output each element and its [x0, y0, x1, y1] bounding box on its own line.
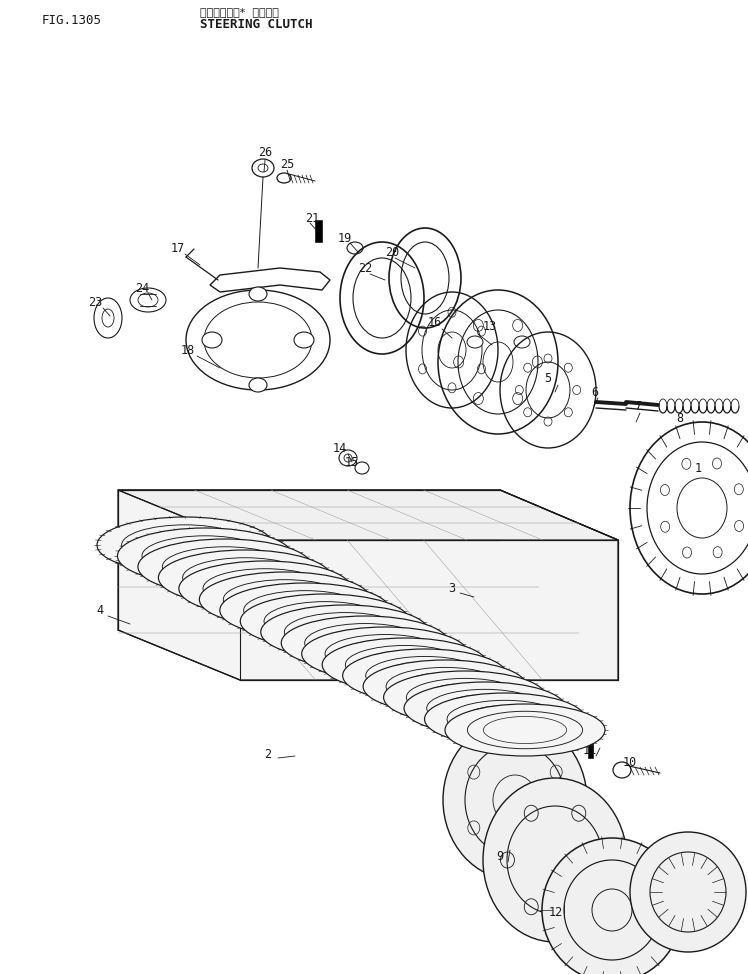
- Ellipse shape: [252, 159, 274, 177]
- Text: 13: 13: [483, 320, 497, 333]
- Ellipse shape: [404, 682, 566, 734]
- Text: 24: 24: [135, 281, 149, 294]
- Text: 14: 14: [333, 441, 347, 455]
- Text: 4: 4: [96, 604, 103, 617]
- Text: 25: 25: [280, 159, 294, 171]
- Ellipse shape: [467, 336, 483, 348]
- Ellipse shape: [202, 332, 222, 348]
- Ellipse shape: [301, 627, 468, 681]
- Ellipse shape: [97, 517, 273, 573]
- Text: 7: 7: [634, 400, 642, 414]
- Ellipse shape: [261, 605, 429, 659]
- Ellipse shape: [277, 173, 291, 183]
- Ellipse shape: [322, 638, 488, 692]
- Text: 15: 15: [345, 456, 359, 468]
- Ellipse shape: [343, 649, 507, 702]
- Text: 11: 11: [583, 743, 597, 757]
- Ellipse shape: [443, 720, 587, 880]
- Ellipse shape: [630, 832, 746, 952]
- Ellipse shape: [249, 378, 267, 392]
- Text: 10: 10: [623, 756, 637, 768]
- Text: 2: 2: [265, 747, 272, 761]
- Text: 9: 9: [497, 849, 503, 863]
- Ellipse shape: [339, 450, 357, 466]
- Text: STEERING CLUTCH: STEERING CLUTCH: [200, 18, 313, 31]
- Text: 17: 17: [171, 242, 185, 254]
- Ellipse shape: [445, 704, 605, 756]
- Text: 1: 1: [694, 462, 702, 474]
- Ellipse shape: [294, 332, 314, 348]
- Ellipse shape: [138, 539, 312, 594]
- Text: 20: 20: [385, 245, 399, 258]
- Text: 6: 6: [592, 386, 598, 398]
- Ellipse shape: [355, 462, 369, 474]
- Text: 8: 8: [676, 411, 684, 425]
- Text: 22: 22: [358, 261, 372, 275]
- Ellipse shape: [425, 693, 586, 745]
- Ellipse shape: [159, 550, 331, 605]
- Ellipse shape: [281, 616, 449, 670]
- Text: 18: 18: [181, 344, 195, 356]
- Ellipse shape: [613, 762, 631, 778]
- Text: FIG.1305: FIG.1305: [42, 14, 102, 27]
- Ellipse shape: [240, 594, 410, 649]
- Ellipse shape: [347, 242, 363, 254]
- Bar: [315, 220, 322, 242]
- Ellipse shape: [249, 287, 267, 301]
- Text: 26: 26: [258, 145, 272, 159]
- Text: 16: 16: [428, 316, 442, 328]
- Ellipse shape: [384, 671, 546, 724]
- Bar: [588, 743, 593, 758]
- Ellipse shape: [220, 583, 390, 638]
- Text: 12: 12: [549, 906, 563, 918]
- Text: ステアリング*  クラッチ: ステアリング* クラッチ: [200, 7, 279, 17]
- Text: 3: 3: [449, 581, 456, 594]
- Polygon shape: [118, 490, 618, 540]
- Ellipse shape: [117, 528, 292, 583]
- Polygon shape: [118, 490, 618, 680]
- Ellipse shape: [514, 336, 530, 348]
- Text: 21: 21: [305, 211, 319, 224]
- Ellipse shape: [179, 561, 351, 617]
- Text: 19: 19: [338, 232, 352, 244]
- Ellipse shape: [483, 778, 627, 942]
- Ellipse shape: [363, 660, 527, 713]
- Text: 5: 5: [545, 371, 551, 385]
- Ellipse shape: [542, 838, 682, 974]
- Ellipse shape: [200, 572, 371, 627]
- Text: 23: 23: [88, 295, 102, 309]
